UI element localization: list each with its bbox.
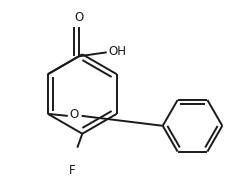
Text: O: O	[74, 10, 84, 23]
Text: F: F	[69, 164, 76, 177]
Text: O: O	[69, 108, 78, 121]
Text: OH: OH	[109, 45, 127, 58]
